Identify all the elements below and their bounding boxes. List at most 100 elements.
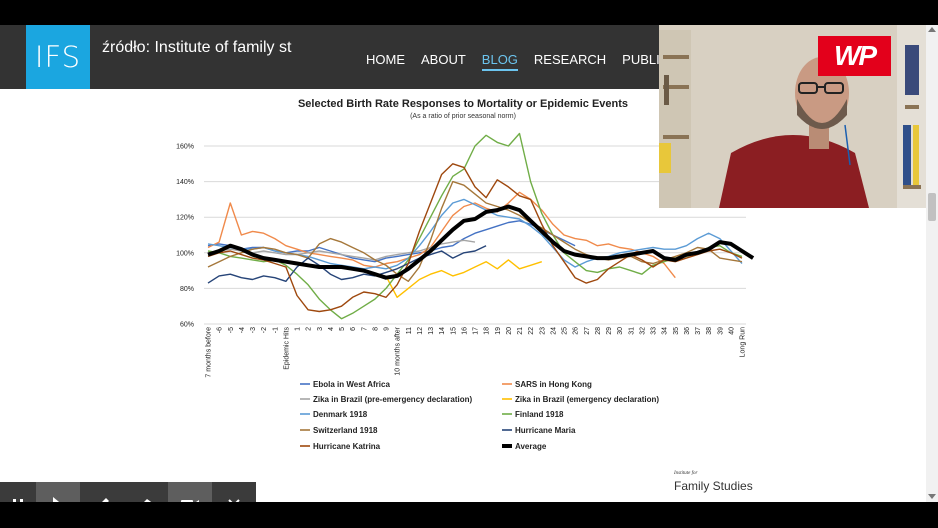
scroll-down-icon[interactable]: [928, 494, 936, 499]
x-tick-label: 33: [651, 327, 658, 335]
nav-blog[interactable]: BLOG: [481, 52, 518, 71]
top-black-bar: [0, 0, 938, 25]
y-axis-ticks: 160% 140% 120% 100% 80% 60%: [176, 144, 194, 329]
x-tick-label: 32: [639, 327, 646, 335]
x-tick-label: -2: [261, 327, 268, 333]
x-tick-label: 6: [350, 327, 357, 331]
main-nav: HOME ABOUT BLOG RESEARCH PUBLIC E: [366, 52, 681, 71]
x-tick-label: 36: [684, 327, 691, 335]
x-tick-label: 18: [484, 327, 491, 335]
x-tick-label: -5: [228, 327, 235, 333]
x-tick-label: 21: [517, 327, 524, 335]
x-tick-label: 40: [728, 327, 735, 335]
x-tick-label: 23: [539, 327, 546, 335]
x-tick-label: 34: [662, 327, 669, 335]
pen-icon: [101, 497, 109, 502]
x-tick-label: 39: [717, 327, 724, 335]
birth-rate-chart: Selected Birth Rate Responses to Mortali…: [176, 98, 755, 493]
series-line: [207, 180, 743, 283]
x-tick-label: -4: [239, 327, 246, 333]
x-tick-label: 13: [428, 327, 435, 335]
camera-icon: [181, 499, 199, 502]
legend-label: Finland 1918: [515, 410, 564, 419]
source-prefix: źródło:: [102, 39, 151, 56]
ifs-brand-small: Institute for: [673, 471, 698, 476]
y-tick-label: 60%: [180, 322, 194, 329]
x-tick-label: 16: [461, 327, 468, 335]
ifs-brand: Family Studies: [674, 479, 753, 493]
pointer-icon: [53, 496, 60, 502]
y-tick-label: 160%: [176, 144, 194, 151]
x-tick-label: 20: [506, 327, 513, 335]
y-tick-label: 120%: [176, 215, 194, 222]
x-tick-label: 35: [673, 327, 680, 335]
x-tick-label: -1: [272, 327, 279, 333]
legend-label: Ebola in West Africa: [313, 380, 390, 389]
scroll-up-icon[interactable]: [928, 27, 936, 32]
pen-button[interactable]: [80, 482, 124, 502]
nav-research[interactable]: RESEARCH: [533, 52, 607, 67]
chart-subtitle: (As a ratio of prior seasonal norm): [410, 113, 516, 120]
x-tick-label: 3: [317, 327, 324, 331]
source-name: Institute of family st: [154, 39, 292, 56]
legend-label: Hurricane Katrina: [313, 442, 381, 451]
ifs-logo[interactable]: IFS: [26, 25, 90, 89]
webcam-overlay: WP: [659, 25, 926, 208]
x-tick-label: 2: [306, 327, 313, 331]
chart-title: Selected Birth Rate Responses to Mortali…: [298, 98, 628, 110]
x-tick-label: 22: [528, 327, 535, 335]
x-tick-label: 4: [328, 327, 335, 331]
x-tick-label: -6: [217, 327, 224, 333]
nav-home[interactable]: HOME: [366, 52, 405, 67]
series-line: [207, 204, 755, 280]
nav-about[interactable]: ABOUT: [421, 52, 466, 67]
y-tick-label: 80%: [180, 286, 194, 293]
x-tick-label: 5: [339, 327, 346, 331]
legend-label: Hurricane Maria: [515, 426, 576, 435]
x-tick-label: 7: [361, 327, 368, 331]
page-scrollbar[interactable]: [926, 25, 938, 502]
pause-icon: [13, 498, 23, 502]
legend-label: Denmark 1918: [313, 410, 368, 419]
source-caption: źródło: Institute of family st: [102, 39, 291, 57]
eraser-button[interactable]: [124, 482, 168, 502]
x-tick-label: 25: [562, 327, 569, 335]
y-tick-label: 100%: [176, 250, 194, 257]
x-tick-label: 15: [450, 327, 457, 335]
series-line: [207, 132, 743, 320]
x-tick-label: -3: [250, 327, 257, 333]
presenter-video: [659, 25, 926, 208]
x-tick-label: 1: [295, 327, 302, 331]
legend-label: Average: [515, 442, 547, 451]
close-button[interactable]: [212, 482, 256, 502]
x-tick-label: Epidemic Hits: [283, 327, 290, 370]
x-tick-label: 37: [695, 327, 702, 335]
eraser-icon: [143, 498, 152, 502]
pause-button[interactable]: [0, 482, 36, 502]
legend-label: Switzerland 1918: [313, 426, 378, 435]
x-axis-ticks: 7 months before -6 -5 -4 -3 -2 -1 Epidemic Hits…: [206, 326, 747, 377]
series-line: [207, 191, 676, 279]
x-tick-label: 29: [606, 327, 613, 335]
close-icon: [228, 498, 240, 502]
chart-series: [207, 132, 755, 320]
x-tick-label: 11: [406, 327, 413, 334]
x-tick-label: 24: [550, 327, 557, 335]
chart-legend: Ebola in West Africa SARS in Hong Kong Zik…: [300, 380, 659, 451]
pointer-button[interactable]: [36, 482, 80, 502]
x-tick-label: 12: [417, 327, 424, 335]
x-tick-label: 7 months before: [206, 327, 213, 378]
x-tick-label: Long Run: [740, 327, 747, 357]
scrollbar-thumb[interactable]: [928, 193, 936, 221]
x-tick-label: 26: [573, 327, 580, 335]
x-tick-label: 28: [595, 327, 602, 335]
series-line: [207, 163, 743, 313]
x-tick-label: 27: [584, 327, 591, 335]
legend-label: Zika in Brazil (pre-emergency declaratio…: [313, 395, 472, 404]
legend-label: Zika in Brazil (emergency declaration): [515, 395, 659, 404]
camera-button[interactable]: [168, 482, 212, 502]
x-tick-label: 14: [439, 327, 446, 335]
series-line: [385, 259, 543, 299]
bottom-black-bar: [0, 502, 938, 528]
y-tick-label: 140%: [176, 179, 194, 186]
